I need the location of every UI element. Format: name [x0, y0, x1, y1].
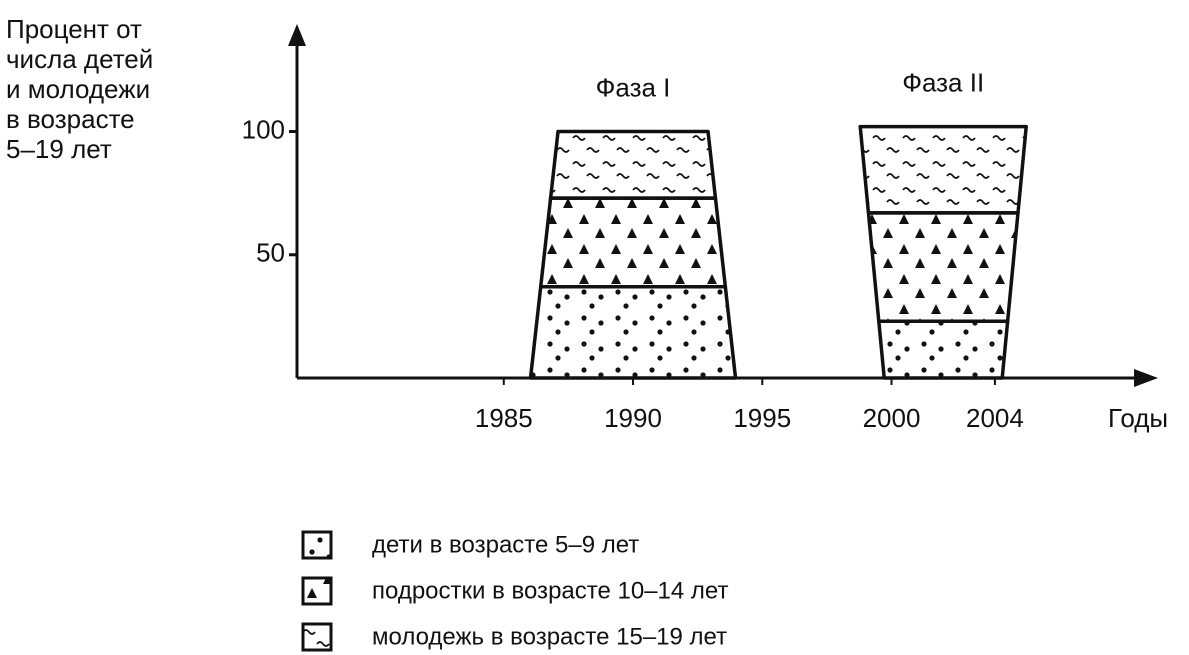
y-axis-label: Процент от числа детей и молодежи в возр…: [6, 14, 154, 164]
x-tick-label: 1995: [733, 403, 791, 433]
category-label: Фаза II: [902, 67, 984, 97]
bar-segment: [538, 196, 728, 289]
y-tick-label: 50: [256, 238, 285, 268]
legend-swatch: [301, 530, 333, 560]
bar-segment: [877, 319, 1010, 380]
x-axis-label: Годы: [1108, 403, 1168, 433]
x-axis-arrow: [1134, 369, 1158, 387]
x-tick-label: 2000: [863, 403, 921, 433]
legend-label: подростки в возрасте 10–14 лет: [372, 577, 728, 604]
x-tick-label: 1990: [604, 403, 662, 433]
x-tick-label: 1985: [475, 403, 533, 433]
legend-swatch: [301, 622, 333, 652]
legend-label: молодежь в возрасте 15–19 лет: [372, 623, 727, 650]
legend-swatch: [301, 576, 333, 606]
bar-segment: [528, 285, 738, 380]
category-label: Фаза I: [596, 72, 671, 102]
bar-segment: [858, 124, 1028, 215]
bar-segment: [866, 211, 1020, 324]
bar-segment: [548, 129, 718, 200]
y-axis-arrow: [288, 24, 306, 46]
legend-label: дети в возрасте 5–9 лет: [372, 531, 639, 558]
y-tick-label: 100: [242, 114, 285, 144]
x-tick-label: 2004: [966, 403, 1024, 433]
